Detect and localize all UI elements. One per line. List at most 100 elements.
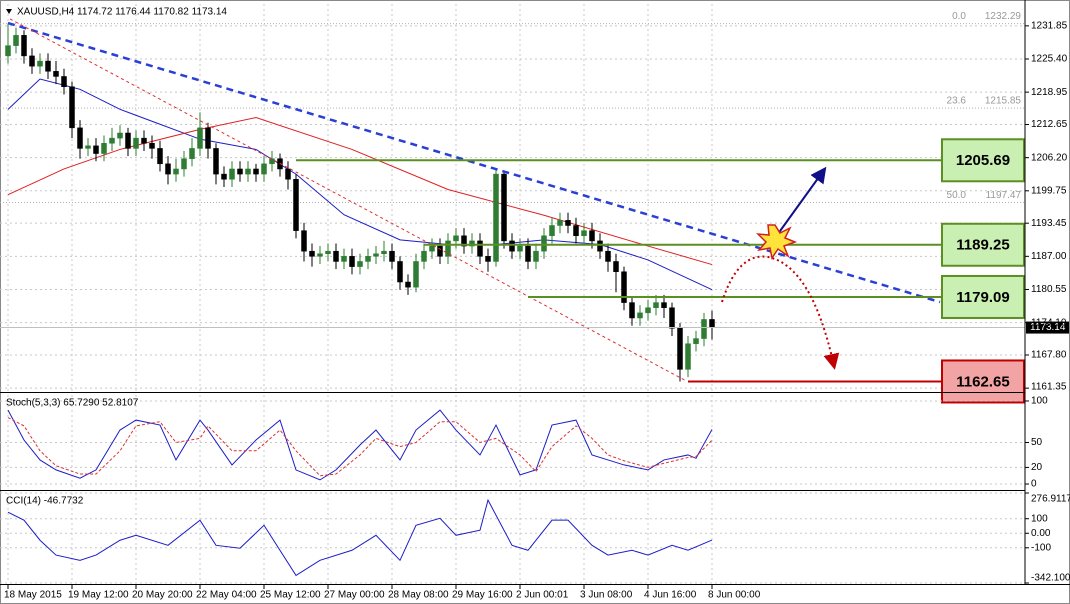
candle-body bbox=[693, 338, 699, 344]
stoch-title: Stoch(5,3,3) 65.7290 52.8107 bbox=[6, 398, 139, 409]
candle-body bbox=[37, 60, 43, 67]
candle-body bbox=[573, 225, 579, 237]
plot-layer: 18 May 2015 19 May 12:00 20 May 20:00 22 Ma… bbox=[0, 4, 1069, 601]
breakout-burst bbox=[756, 224, 798, 260]
candle-body bbox=[405, 281, 411, 288]
candle-body bbox=[85, 145, 91, 149]
candle-body bbox=[493, 173, 499, 262]
fib-value: 1232.29 bbox=[985, 11, 1022, 22]
candle-body bbox=[125, 132, 131, 149]
level-box bbox=[941, 222, 1025, 267]
down-arrow bbox=[721, 255, 840, 370]
menu-icon[interactable] bbox=[6, 9, 12, 14]
candle-body bbox=[149, 143, 155, 149]
candle-body bbox=[293, 178, 299, 231]
cci-title: CCI(14) -46.7732 bbox=[6, 496, 84, 507]
candle-body bbox=[677, 328, 683, 370]
level-box bbox=[941, 138, 1025, 183]
y-tick-label: 1161.35 bbox=[1031, 382, 1067, 393]
moving-average bbox=[7, 78, 713, 291]
candle-body bbox=[557, 220, 563, 226]
x-tick-label: 27 May 00:00 bbox=[324, 590, 385, 601]
candle-body bbox=[181, 158, 187, 170]
x-tick-label: 3 Jun 08:00 bbox=[580, 590, 633, 601]
candle-body bbox=[653, 302, 659, 308]
x-tick-label: 22 May 04:00 bbox=[196, 590, 257, 601]
x-tick-label: 18 May 2015 bbox=[4, 590, 62, 601]
level-box bbox=[941, 359, 1025, 404]
candle-body bbox=[301, 230, 307, 252]
candle-body bbox=[453, 235, 459, 242]
candle-body bbox=[413, 261, 419, 288]
candle-body bbox=[365, 256, 371, 262]
candle-body bbox=[429, 245, 435, 252]
candle-body bbox=[565, 220, 571, 226]
candle-body bbox=[669, 307, 675, 329]
candle-body bbox=[333, 250, 339, 262]
indicator-line bbox=[7, 498, 713, 577]
level-label: 1179.09 bbox=[956, 289, 1009, 306]
candle-body bbox=[533, 250, 539, 262]
candle-body bbox=[141, 137, 147, 144]
candle-body bbox=[53, 71, 59, 77]
fib-level: 0.0 bbox=[952, 11, 966, 22]
fib-level: 23.6 bbox=[947, 96, 967, 107]
y-tick-label: 1180.55 bbox=[1031, 284, 1067, 295]
x-tick-label: 20 May 20:00 bbox=[132, 590, 193, 601]
y-tick-label: -100 bbox=[1031, 542, 1051, 553]
candle-body bbox=[133, 137, 139, 149]
candle-body bbox=[93, 145, 99, 154]
candle-body bbox=[109, 137, 115, 144]
candle-body bbox=[501, 173, 507, 242]
indicator-line bbox=[7, 409, 713, 481]
candle-body bbox=[421, 250, 427, 262]
candle-body bbox=[645, 307, 651, 314]
candle-body bbox=[229, 168, 235, 180]
candle-body bbox=[477, 240, 483, 257]
candle-body bbox=[157, 148, 163, 165]
y-tick-label: 1231.85 bbox=[1031, 20, 1068, 31]
candle-body bbox=[101, 143, 107, 154]
y-tick-label: 100 bbox=[1031, 396, 1048, 407]
candle-body bbox=[517, 245, 523, 252]
level-box bbox=[941, 274, 1025, 319]
candle-body bbox=[221, 173, 227, 180]
trendline bbox=[7, 21, 941, 304]
y-tick-label: 1206.20 bbox=[1031, 152, 1068, 163]
y-tick-label: 20 bbox=[1031, 462, 1043, 473]
candle-body bbox=[165, 163, 171, 175]
candle-body bbox=[213, 148, 219, 175]
candle-body bbox=[173, 168, 179, 175]
candle-body bbox=[709, 319, 715, 328]
y-tick-label: -342.1005 bbox=[1031, 573, 1070, 584]
candle-body bbox=[325, 250, 331, 255]
candle-body bbox=[285, 168, 291, 180]
y-tick-label: 0 bbox=[1031, 479, 1037, 490]
candle-body bbox=[637, 312, 643, 319]
candle-body bbox=[61, 76, 67, 87]
x-tick-label: 19 May 12:00 bbox=[68, 590, 129, 601]
y-tick-label: 1218.95 bbox=[1031, 87, 1068, 98]
candle-body bbox=[197, 127, 203, 149]
candle-body bbox=[629, 302, 635, 319]
candle-body bbox=[701, 319, 707, 339]
candle-body bbox=[245, 168, 251, 175]
y-tick-label: 50 bbox=[1031, 437, 1043, 448]
candle-body bbox=[5, 45, 11, 57]
candle-body bbox=[349, 256, 355, 267]
fib-value: 1215.85 bbox=[985, 96, 1022, 107]
y-tick-label: 1225.40 bbox=[1031, 54, 1068, 65]
candle-body bbox=[389, 250, 395, 262]
candle-body bbox=[45, 60, 51, 72]
candle-body bbox=[381, 250, 387, 255]
candle-body bbox=[357, 261, 363, 267]
candle-body bbox=[661, 302, 667, 308]
fib-level: 50.0 bbox=[947, 190, 967, 201]
y-tick-label: 0.00 bbox=[1031, 528, 1051, 539]
candle-body bbox=[77, 127, 83, 149]
candle-body bbox=[605, 250, 611, 262]
candle-body bbox=[237, 168, 243, 175]
last-price-box bbox=[1026, 321, 1069, 334]
y-tick-label: 1212.65 bbox=[1031, 119, 1068, 130]
